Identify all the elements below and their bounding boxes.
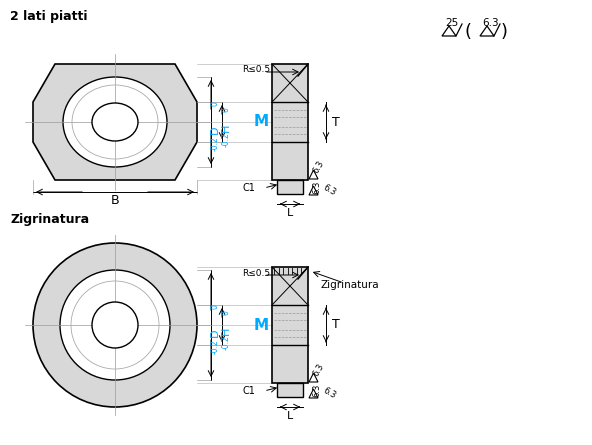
Ellipse shape (92, 103, 138, 141)
Text: 0: 0 (221, 108, 230, 113)
Text: D: D (210, 126, 220, 134)
Text: H: H (221, 124, 231, 132)
Text: T: T (332, 319, 340, 332)
Bar (272, 64, 308, 180)
Text: C1: C1 (242, 183, 255, 193)
Text: 0: 0 (211, 304, 220, 309)
Ellipse shape (33, 243, 197, 407)
Text: R≤0.5: R≤0.5 (242, 65, 270, 74)
Text: H: H (221, 327, 231, 335)
Text: D: D (210, 329, 220, 337)
Ellipse shape (63, 77, 167, 167)
Bar (272, 64, 308, 180)
Text: -0.2: -0.2 (221, 133, 230, 147)
Text: ): ) (500, 23, 507, 41)
Text: 6.3: 6.3 (311, 362, 326, 378)
Text: 6.3: 6.3 (321, 183, 337, 197)
Text: 6.3: 6.3 (321, 386, 337, 400)
Text: L: L (287, 411, 293, 421)
Text: -0.2: -0.2 (211, 137, 220, 151)
Text: 0: 0 (221, 311, 230, 316)
Text: T: T (332, 116, 340, 129)
Text: M: M (254, 317, 269, 332)
Text: 0: 0 (211, 101, 220, 106)
Text: Zigrinatura: Zigrinatura (320, 280, 379, 290)
Text: 2 lati piatti: 2 lati piatti (10, 10, 88, 23)
Text: B: B (111, 194, 120, 207)
Text: 25: 25 (445, 18, 458, 28)
Text: Zigrinatura: Zigrinatura (10, 213, 89, 226)
Text: R≤0.5: R≤0.5 (242, 268, 270, 278)
Text: 6.3: 6.3 (482, 18, 498, 28)
Text: C1: C1 (242, 386, 255, 396)
Text: 6.3: 6.3 (311, 159, 326, 175)
Bar (277, 180, 303, 194)
Text: 6.3: 6.3 (312, 180, 321, 194)
Bar (277, 383, 303, 397)
Text: 6.3: 6.3 (312, 383, 321, 396)
Text: M: M (254, 114, 269, 129)
Ellipse shape (60, 270, 170, 380)
Text: (: ( (465, 23, 471, 41)
Bar (272, 267, 308, 383)
Text: -0.2: -0.2 (211, 340, 220, 354)
Text: L: L (287, 208, 293, 218)
Ellipse shape (92, 302, 138, 348)
Text: -0.2: -0.2 (221, 336, 230, 350)
Bar (272, 267, 308, 383)
Polygon shape (33, 64, 197, 180)
